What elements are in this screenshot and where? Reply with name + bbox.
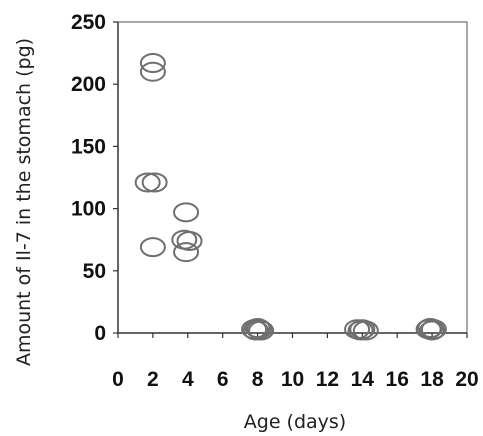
x-tick-label: 0 [112, 368, 124, 391]
y-axis-ticks: 0 50 100 150 200 250 [71, 11, 118, 345]
x-axis-title: Age (days) [244, 411, 346, 433]
data-point [419, 320, 446, 341]
data-point [134, 172, 161, 193]
data-point [139, 237, 166, 258]
x-tick-label: 16 [386, 368, 409, 391]
data-points [134, 53, 447, 341]
x-tick-label: 12 [316, 368, 339, 391]
data-point [417, 318, 444, 339]
y-tick-label: 150 [71, 135, 106, 158]
data-point [176, 230, 203, 251]
x-tick-label: 8 [252, 368, 264, 391]
plot-area [117, 21, 468, 334]
x-tick-label: 18 [420, 368, 444, 391]
data-point [141, 172, 168, 193]
y-tick-label: 100 [71, 198, 106, 221]
x-tick-label: 10 [281, 368, 304, 391]
x-axis-ticks: 0 2 4 6 8 10 12 14 16 18 20 [112, 333, 479, 391]
data-point [248, 320, 275, 341]
y-tick-label: 250 [71, 11, 106, 34]
y-axis-title: Amount of Il-7 in the stomach (pg) [13, 38, 35, 366]
data-point [173, 202, 200, 223]
x-tick-label: 4 [182, 368, 194, 391]
x-tick-label: 2 [147, 368, 159, 391]
x-tick-label: 14 [351, 368, 375, 391]
data-point [173, 242, 200, 263]
data-point [347, 320, 374, 341]
data-point [139, 61, 166, 82]
data-point [139, 53, 166, 74]
data-point [244, 318, 271, 339]
y-tick-label: 200 [71, 73, 106, 96]
x-tick-label: 6 [217, 368, 229, 391]
y-tick-label: 0 [94, 322, 106, 345]
y-tick-label: 50 [83, 260, 106, 283]
x-tick-label: 20 [455, 368, 478, 391]
